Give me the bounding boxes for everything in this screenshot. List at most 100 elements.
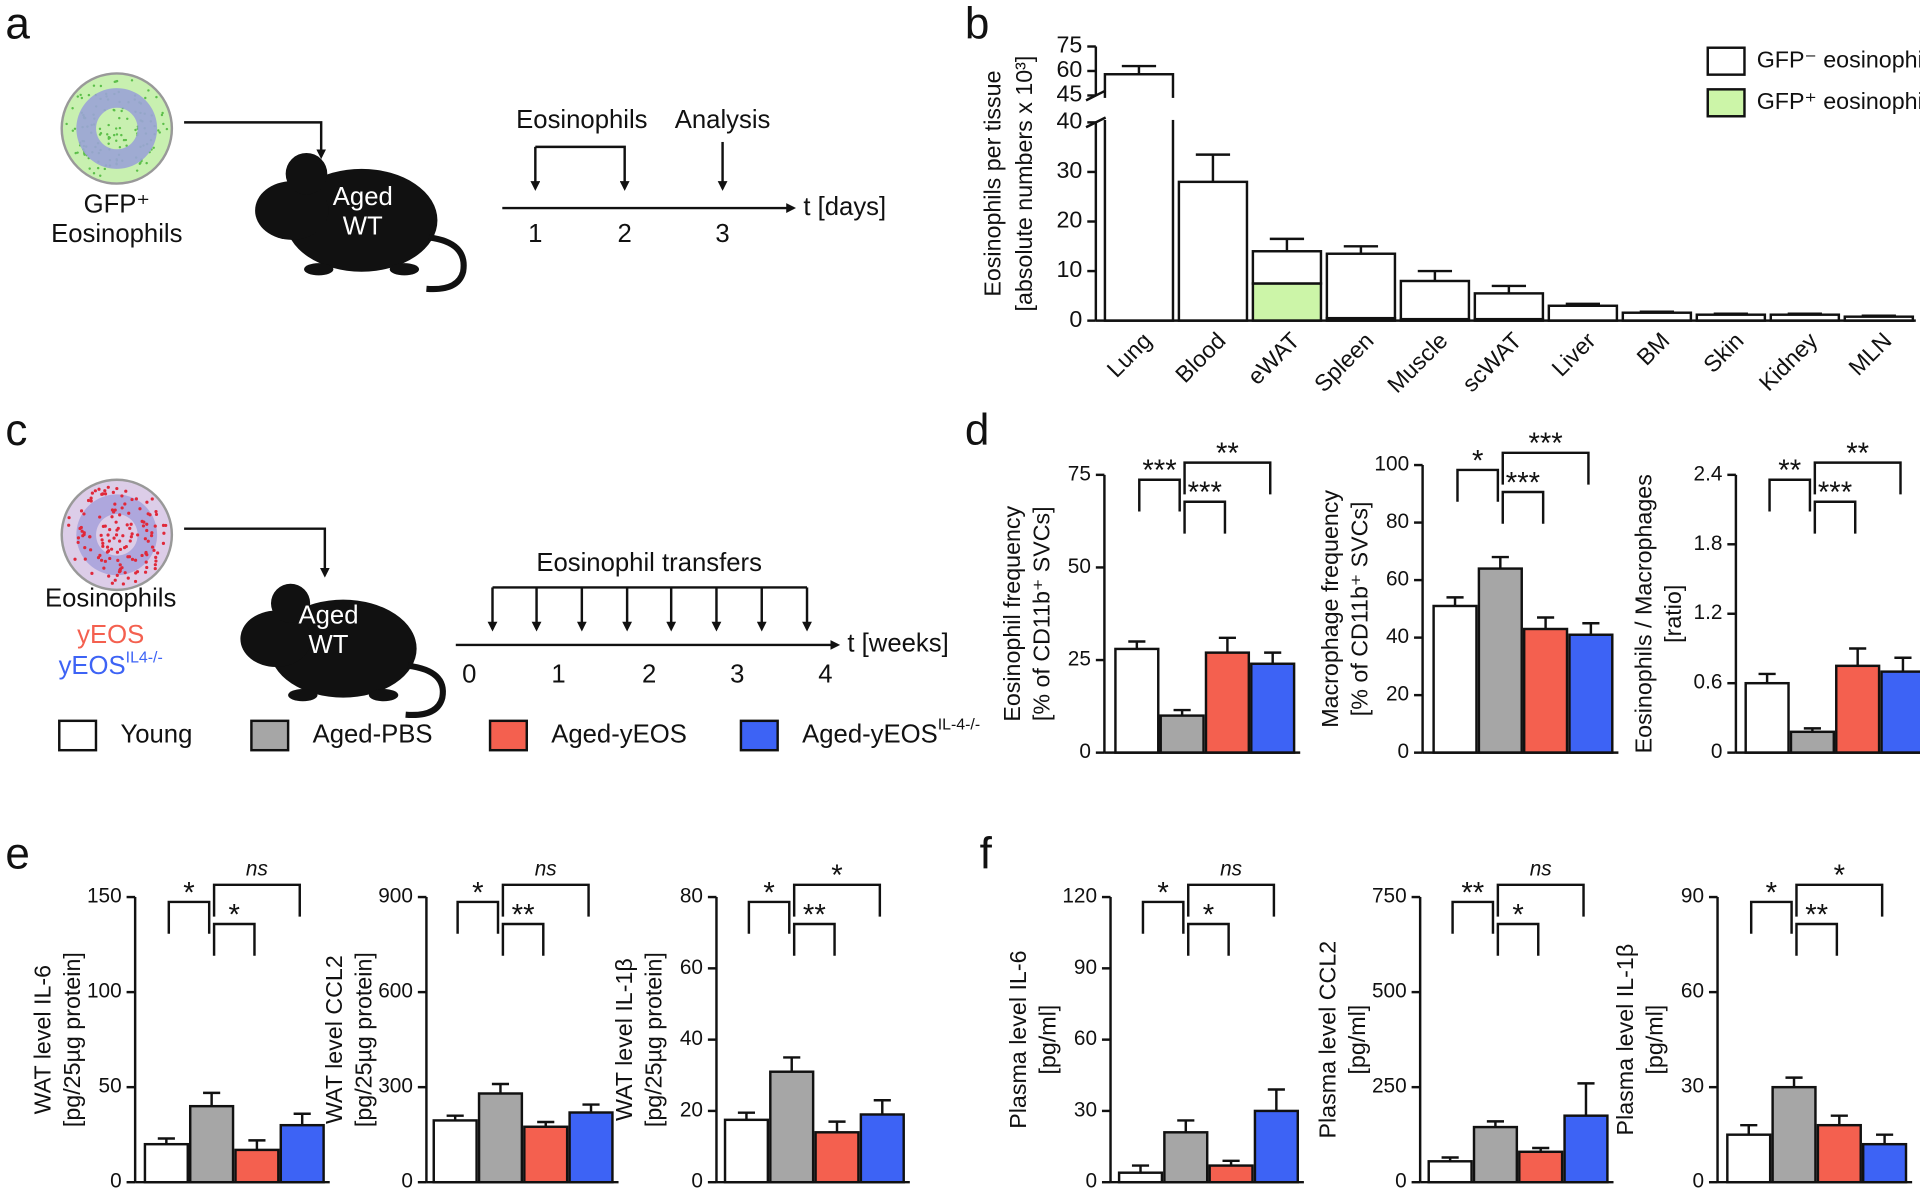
granule <box>83 557 87 561</box>
y-tick-label: 150 <box>87 885 122 908</box>
significance-bracket <box>1501 451 1590 485</box>
granule <box>161 523 166 527</box>
granule <box>140 553 144 558</box>
granule <box>92 172 96 175</box>
granule <box>134 497 138 501</box>
group-label-sup: IL4-/- <box>126 650 163 667</box>
panel-letter: c <box>5 406 27 455</box>
arrow <box>535 145 630 191</box>
significance-label: * <box>229 898 240 931</box>
error-bar <box>1491 284 1527 294</box>
time-tick: 1 <box>528 220 542 248</box>
bar <box>859 1113 905 1184</box>
significance-label: *** <box>1528 427 1562 460</box>
group-label: yEOSIL4-/- <box>59 650 163 680</box>
x-tick-label: Spleen <box>1309 327 1379 397</box>
y-tick-label: 20 <box>680 1098 703 1121</box>
time-tick: 2 <box>642 660 656 688</box>
granule <box>165 127 169 131</box>
granule <box>120 109 123 113</box>
error-bar <box>1876 1133 1894 1145</box>
granule <box>111 490 115 494</box>
y-tick-label: 0 <box>1079 740 1091 763</box>
significance-bracket <box>501 922 545 956</box>
error-bar <box>1577 1082 1595 1116</box>
granule <box>114 520 118 524</box>
significance-label: ** <box>1846 437 1869 470</box>
granule <box>161 111 164 115</box>
y-axis-label: WAT level IL-1β <box>611 958 637 1121</box>
error-bar <box>1128 640 1146 649</box>
significance-label: *** <box>1188 476 1222 509</box>
granule <box>106 533 110 537</box>
granule <box>123 571 127 575</box>
error-bar <box>446 1114 464 1121</box>
time-tick: 4 <box>818 660 832 688</box>
granule <box>76 536 81 540</box>
y-tick-label: 0 <box>1693 1170 1705 1192</box>
granule <box>120 133 123 137</box>
y-axis-label: Macrophage frequency <box>1317 490 1343 728</box>
granule <box>107 539 111 543</box>
cell-young <box>60 478 174 592</box>
granule <box>103 524 107 528</box>
granule <box>97 487 101 491</box>
y-axis-label: [% of CD11b⁺ SVCs] <box>1028 506 1054 721</box>
error-bar <box>1532 1146 1550 1152</box>
granule <box>127 555 132 559</box>
error-bar <box>1267 1088 1285 1111</box>
granule <box>101 541 105 545</box>
granule <box>150 545 155 549</box>
granule <box>110 515 114 519</box>
error-bar <box>1173 708 1191 716</box>
y-tick-label: 20 <box>1057 207 1083 233</box>
significance-bracket <box>167 900 211 934</box>
granule <box>103 167 107 171</box>
bar <box>1114 647 1160 754</box>
significance-bracket <box>1795 922 1839 956</box>
legend-swatch <box>1706 46 1746 76</box>
error-bar <box>1758 672 1776 684</box>
y-tick-label: 60 <box>1681 980 1704 1003</box>
granule <box>120 494 124 498</box>
x-tick-label: Kidney <box>1754 327 1823 396</box>
y-tick-label: 0 <box>1711 740 1723 763</box>
event-label: Eosinophil transfers <box>536 549 762 577</box>
granule <box>71 107 74 110</box>
mouse-label: Aged <box>333 183 393 211</box>
y-tick-label: 30 <box>1681 1075 1704 1098</box>
bar <box>1399 279 1471 321</box>
bar <box>477 1092 524 1184</box>
granule <box>124 489 128 493</box>
granule <box>134 571 138 575</box>
error-bar <box>1131 1164 1150 1173</box>
significance-bracket <box>1795 883 1884 917</box>
granule <box>103 489 107 493</box>
bar <box>1547 304 1619 322</box>
granule <box>99 533 103 537</box>
significance-label: * <box>831 859 842 892</box>
granule <box>114 533 119 537</box>
bar <box>1432 604 1478 754</box>
significance-label: * <box>1157 876 1168 909</box>
legend-swatch <box>58 719 98 752</box>
granule <box>160 113 164 117</box>
granule <box>144 96 147 100</box>
y-tick-label: 10 <box>1057 256 1083 282</box>
legend-text: Aged-yEOS <box>802 720 938 748</box>
granule <box>105 545 110 549</box>
cell-label: Eosinophils <box>51 220 182 248</box>
granule <box>124 138 128 142</box>
granule <box>99 84 103 88</box>
significance-bracket <box>1456 468 1500 502</box>
bar <box>1163 1131 1209 1184</box>
significance-label: * <box>183 876 194 909</box>
significance-label: ** <box>1461 876 1484 909</box>
granule <box>145 522 149 526</box>
y-tick-label: 300 <box>378 1075 413 1098</box>
granule <box>128 539 132 543</box>
y-tick-label: 30 <box>1057 157 1083 183</box>
error-bar <box>1787 312 1822 315</box>
error-bar <box>582 1103 600 1113</box>
y-axis-label: Eosinophil frequency <box>999 505 1025 721</box>
